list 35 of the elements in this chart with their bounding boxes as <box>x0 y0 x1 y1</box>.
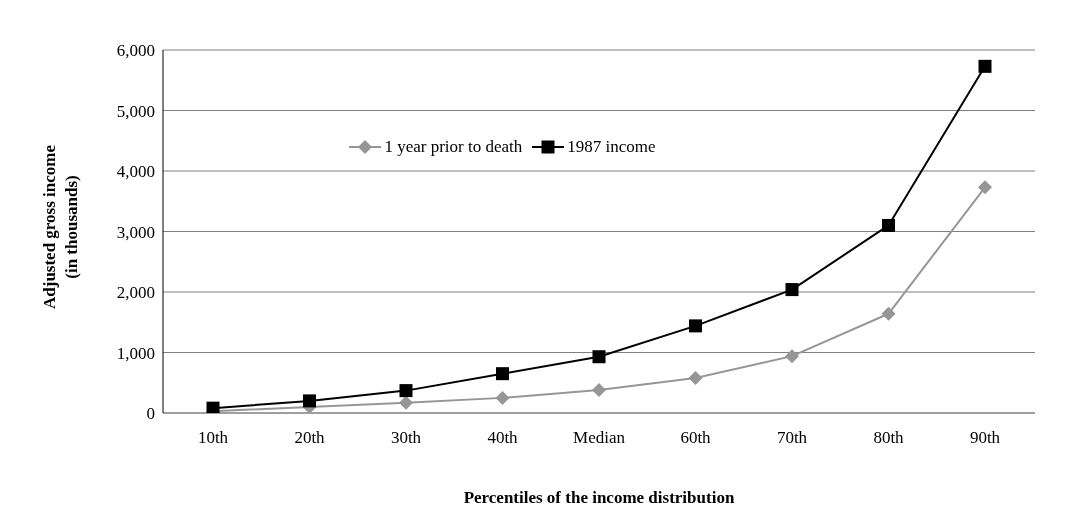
y-tick-label: 5,000 <box>116 101 155 121</box>
y-axis-title: Adjusted gross income (in thousands) <box>39 144 82 310</box>
y-tick-label: 3,000 <box>116 222 155 242</box>
y-tick-label: 0 <box>146 404 155 424</box>
x-tick-label: 10th <box>197 428 229 448</box>
point <box>592 383 606 398</box>
y-tick-label: 6,000 <box>116 41 155 61</box>
point <box>688 370 703 385</box>
point <box>303 394 316 408</box>
legend-label: 1 year prior to death <box>384 137 523 157</box>
x-axis-title: Percentiles of the income distribution <box>463 488 735 507</box>
point <box>978 180 992 195</box>
point <box>978 59 992 73</box>
x-tick-label: 40th <box>487 428 519 448</box>
y-tick-label: 4,000 <box>116 162 155 182</box>
x-tick-label: 80th <box>873 428 905 448</box>
point <box>399 384 413 398</box>
x-tick-label: 70th <box>776 428 808 448</box>
point <box>495 390 510 405</box>
point <box>882 218 895 232</box>
x-tick-label: 20th <box>294 428 326 448</box>
point <box>399 395 413 410</box>
legend-label: 1987 income <box>567 137 656 157</box>
y-tick-label: 1,000 <box>116 343 155 363</box>
x-tick-label: Median <box>573 428 626 448</box>
point <box>881 306 896 321</box>
point <box>689 319 702 333</box>
y-tick-label: 2,000 <box>116 283 155 303</box>
x-tick-label: 90th <box>969 428 1001 448</box>
point <box>592 350 606 364</box>
point <box>785 349 799 364</box>
point <box>785 283 799 297</box>
x-tick-label: 30th <box>390 428 422 448</box>
x-tick-label: 60th <box>680 428 712 448</box>
point <box>496 367 509 381</box>
